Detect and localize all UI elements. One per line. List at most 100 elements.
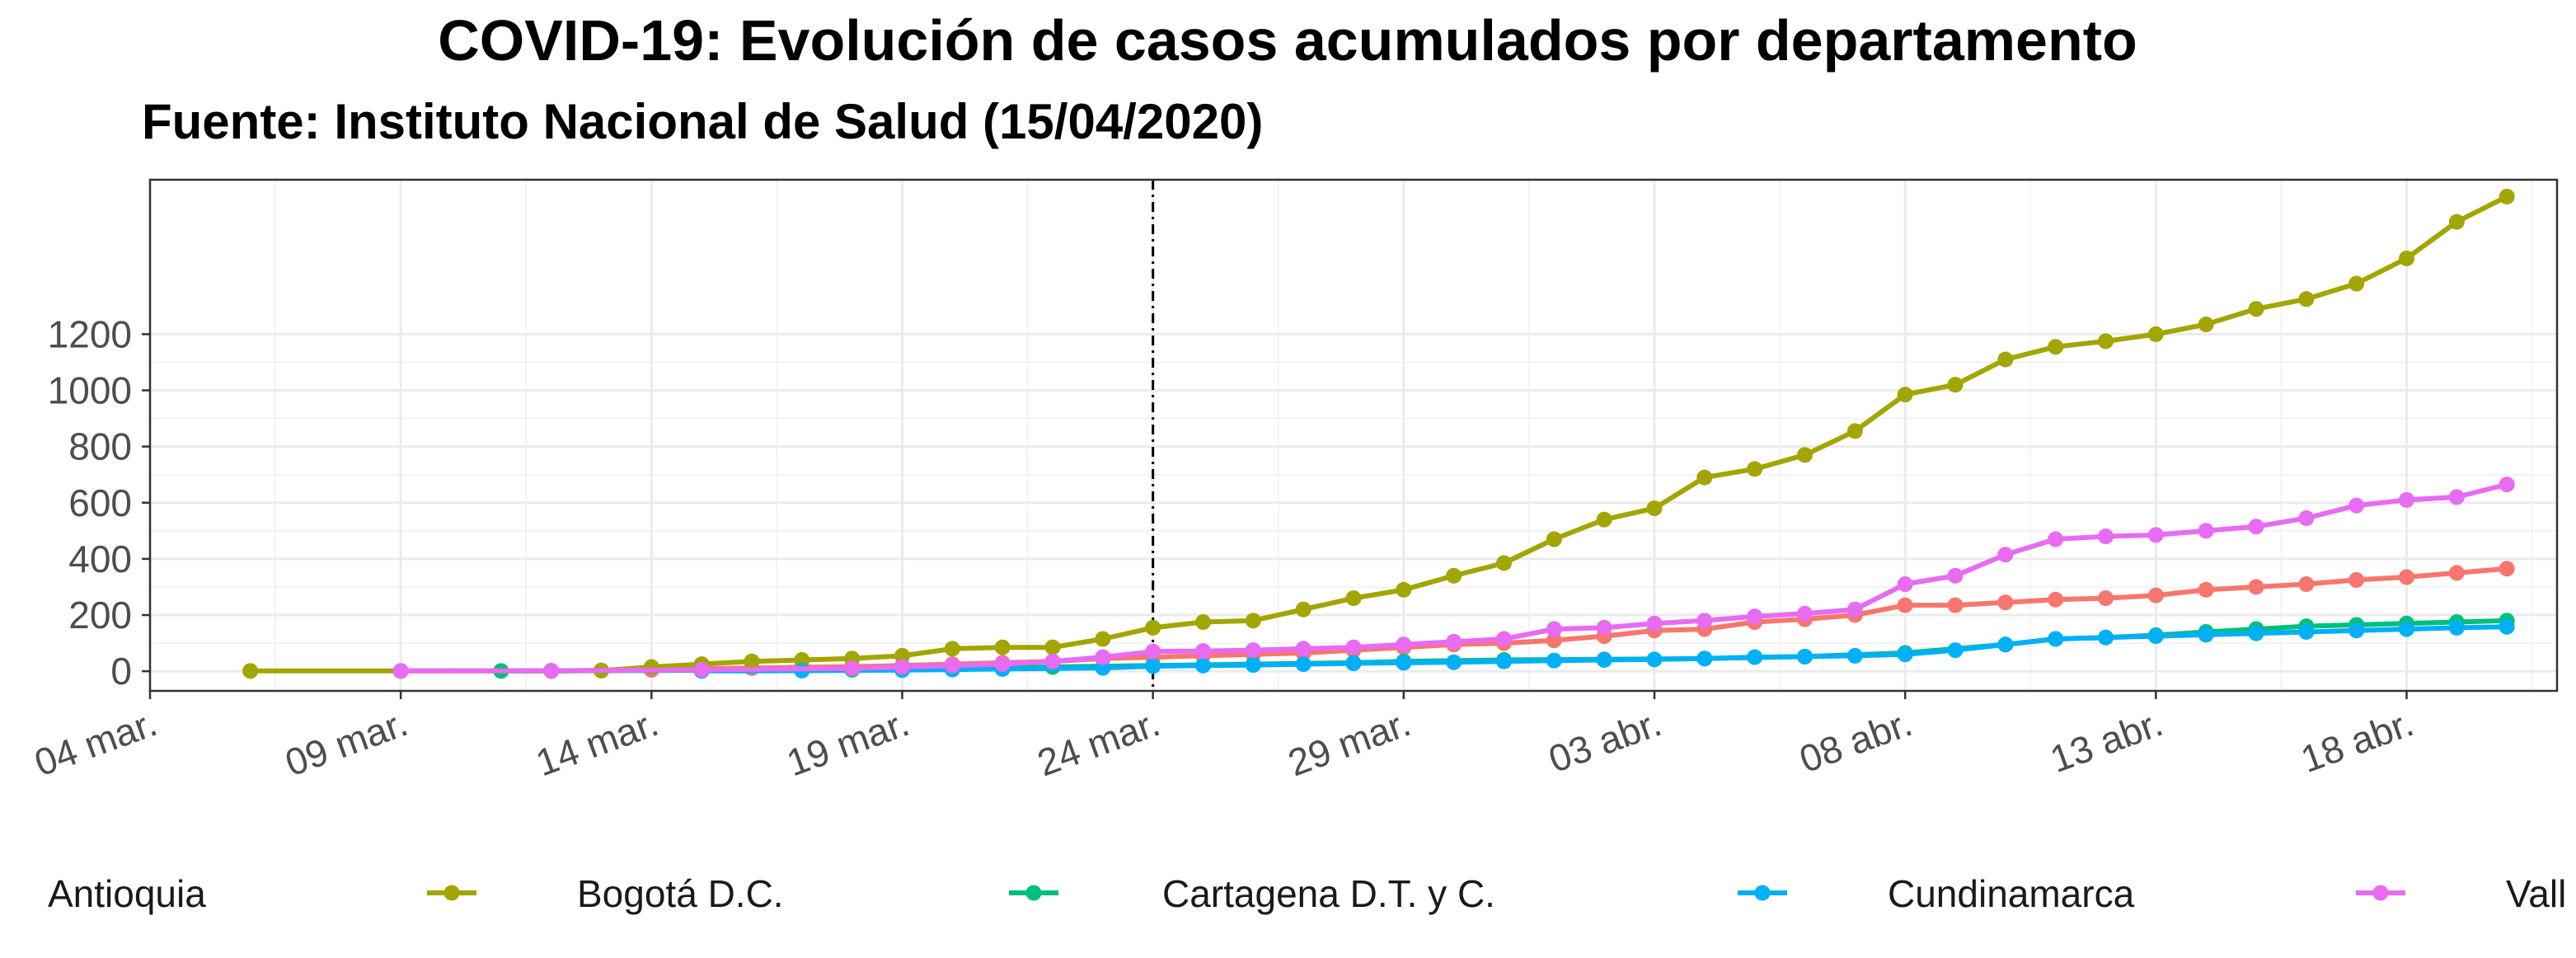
data-point: [2499, 618, 2515, 635]
data-point: [994, 656, 1011, 673]
data-point: [1947, 377, 1964, 393]
data-point: [1145, 643, 1161, 660]
y-tick-label: 800: [68, 425, 132, 468]
x-tick-label: 03 abr.: [1543, 701, 1667, 781]
data-point: [1596, 619, 1612, 636]
data-point: [392, 663, 409, 679]
data-point: [1646, 651, 1663, 668]
data-point: [2248, 625, 2264, 641]
data-point: [1997, 636, 2014, 653]
x-axis: 04 mar. 09 mar. 14 mar. 19 mar. 24 mar. 29 ma…: [29, 691, 2419, 784]
data-point: [1446, 633, 1462, 650]
data-point: [1295, 656, 1311, 673]
data-point: [2298, 510, 2315, 526]
data-point: [2499, 561, 2515, 577]
x-tick-label: 09 mar.: [279, 701, 413, 784]
data-point: [1195, 614, 1211, 631]
data-point: [1596, 511, 1612, 528]
y-tick-label: 600: [68, 481, 132, 524]
data-point: [1646, 500, 1663, 517]
data-point: [2298, 576, 2315, 593]
data-point: [2098, 528, 2114, 545]
data-point: [1446, 654, 1462, 670]
data-point: [2448, 214, 2465, 230]
data-point: [2147, 326, 2164, 342]
data-point: [1396, 655, 1412, 671]
legend-key: [427, 885, 476, 901]
x-tick-label: 29 mar.: [1283, 701, 1416, 784]
data-point: [1295, 601, 1311, 618]
data-point: [242, 663, 259, 679]
data-point: [2248, 301, 2264, 317]
data-point: [1797, 605, 1813, 622]
data-point: [2048, 591, 2064, 608]
data-point: [2147, 527, 2164, 543]
legend-key: [1009, 885, 1058, 901]
series-valle-del-cauca: [392, 477, 2515, 679]
legend-label: Bogotá D.C.: [577, 872, 784, 915]
data-point: [1747, 461, 1763, 477]
data-point: [2399, 569, 2414, 585]
legend-key-point: [443, 885, 460, 901]
data-point: [1345, 655, 1362, 672]
data-point: [1997, 351, 2014, 368]
data-point: [1446, 567, 1462, 584]
data-point: [1496, 555, 1512, 571]
x-tick-label: 18 abr.: [2295, 701, 2419, 781]
data-point: [2348, 275, 2365, 292]
data-point: [2298, 623, 2315, 640]
legend-label: Antioquia: [48, 872, 206, 915]
data-point: [1696, 613, 1713, 629]
data-point: [1797, 648, 1813, 664]
data-point: [1396, 581, 1412, 598]
data-point: [2048, 631, 2064, 647]
data-point: [2348, 571, 2365, 588]
chart-title: COVID-19: Evolución de casos acumulados …: [438, 8, 2137, 73]
data-point: [1696, 469, 1713, 486]
y-tick-label: 200: [68, 594, 132, 636]
data-point: [1195, 643, 1211, 660]
legend-label: Cundinamarca: [1888, 872, 2135, 915]
data-point: [2198, 627, 2214, 643]
data-point: [1546, 621, 1562, 637]
data-point: [1245, 613, 1261, 629]
x-tick-label: 19 mar.: [781, 701, 914, 784]
data-point: [2399, 491, 2414, 508]
legend-label: Cartagena D.T. y C.: [1162, 872, 1495, 915]
data-point: [2248, 519, 2264, 535]
data-point: [1546, 652, 1562, 669]
data-point: [2248, 579, 2264, 595]
y-tick-label: 0: [110, 650, 132, 693]
data-point: [1596, 652, 1612, 669]
data-point: [2399, 250, 2414, 266]
data-point: [1846, 423, 1863, 439]
data-point: [1095, 631, 1111, 647]
data-point: [1747, 649, 1763, 665]
data-point: [2147, 587, 2164, 603]
x-tick-label: 24 mar.: [1032, 701, 1166, 784]
data-point: [2499, 188, 2515, 204]
legend-key-point: [1025, 885, 1042, 901]
data-point: [2098, 590, 2114, 607]
data-point: [1546, 531, 1562, 547]
chart-subtitle: Fuente: Instituto Nacional de Salud (15/…: [142, 94, 1263, 149]
x-tick-label: 14 mar.: [530, 701, 664, 784]
data-point: [1345, 639, 1362, 655]
y-tick-label: 1000: [48, 369, 132, 411]
data-point: [1846, 601, 1863, 618]
data-point: [744, 653, 760, 669]
data-point: [2448, 619, 2465, 636]
data-point: [2198, 581, 2214, 598]
data-point: [543, 662, 560, 679]
legend-label: Vall: [2506, 872, 2566, 915]
data-point: [2147, 628, 2164, 645]
data-point: [1696, 650, 1713, 667]
data-point: [1797, 447, 1813, 463]
data-point: [1245, 657, 1261, 674]
legend-key: [1738, 885, 1787, 901]
data-point: [1897, 576, 1913, 593]
data-point: [1044, 639, 1061, 655]
data-point: [1947, 567, 1964, 584]
data-point: [1195, 657, 1211, 674]
